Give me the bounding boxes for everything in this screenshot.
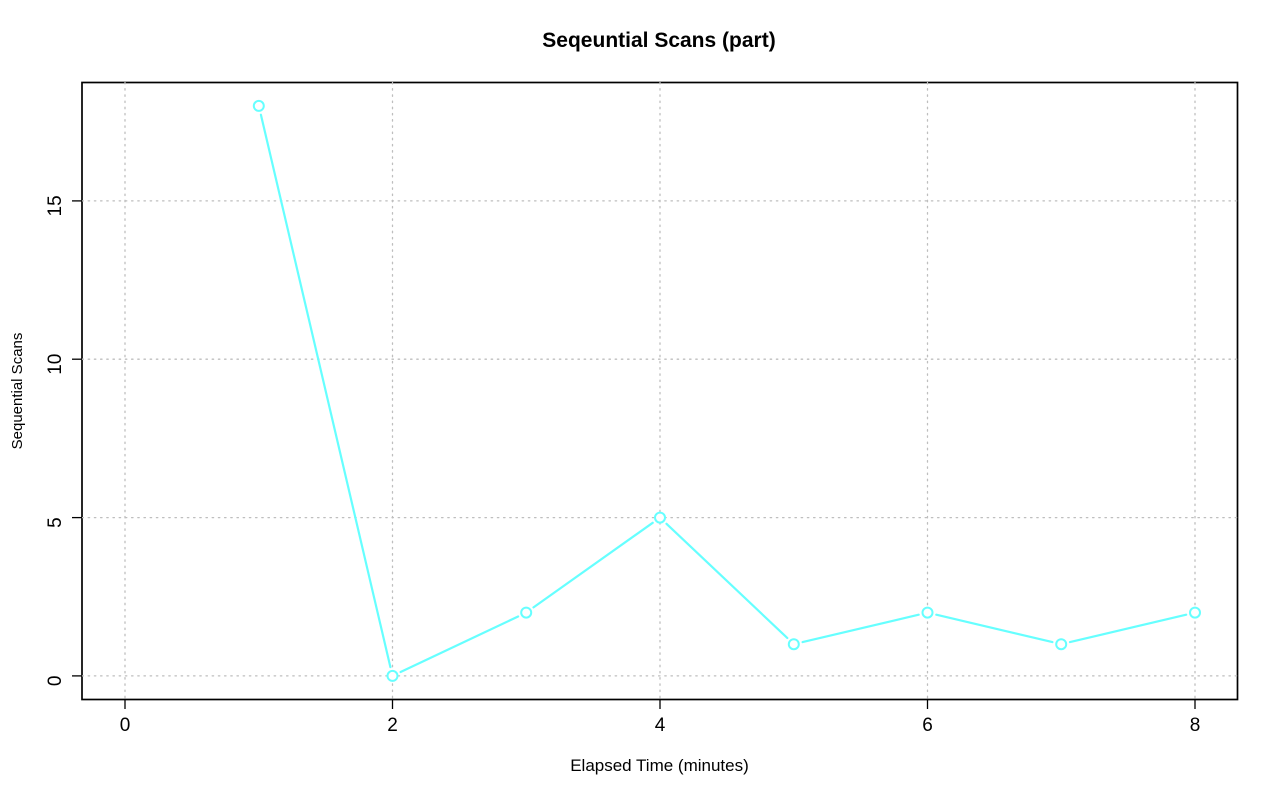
svg-text:8: 8	[1190, 715, 1201, 736]
svg-text:15: 15	[45, 195, 66, 216]
svg-text:10: 10	[45, 354, 66, 375]
svg-text:6: 6	[922, 715, 933, 736]
svg-text:Sequential Scans: Sequential Scans	[9, 333, 26, 450]
svg-text:Elapsed Time (minutes): Elapsed Time (minutes)	[570, 756, 749, 775]
svg-text:Seqeuntial Scans (part): Seqeuntial Scans (part)	[542, 29, 775, 52]
svg-text:0: 0	[45, 676, 66, 687]
svg-text:4: 4	[655, 715, 666, 736]
svg-text:5: 5	[45, 517, 66, 528]
svg-text:2: 2	[387, 715, 398, 736]
svg-text:0: 0	[120, 715, 131, 736]
